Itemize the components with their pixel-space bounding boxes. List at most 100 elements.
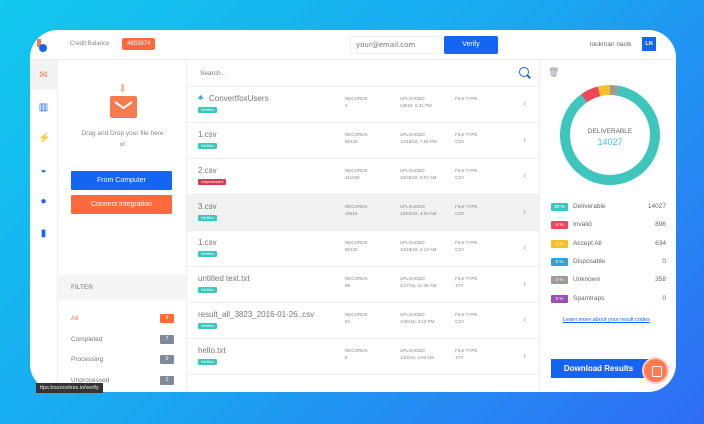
uploaded-header: UPLOADED xyxy=(400,204,425,209)
records-value: 2 xyxy=(345,102,348,108)
legend-label: Unknown xyxy=(573,276,601,284)
file-type-header: FILE TYPE xyxy=(455,96,478,101)
email-input[interactable] xyxy=(350,36,442,54)
file-name[interactable]: hello.txt xyxy=(198,346,226,355)
app-window: Credit Balance 4853874 Verify loukman na… xyxy=(30,30,676,392)
file-type-header: FILE TYPE xyxy=(455,348,478,353)
file-row[interactable]: 3.csv Verified RECORDS 15918 UPLOADED 10/2… xyxy=(187,195,539,231)
connect-integration-button[interactable]: Connect Integration xyxy=(71,195,172,214)
file-name[interactable]: 1.csv xyxy=(198,130,217,139)
legend-count: 14027 xyxy=(647,203,666,210)
file-row[interactable]: result_all_3823_2016-01-26..csv Verified… xyxy=(187,303,539,339)
uploaded-header: UPLOADED xyxy=(400,132,425,137)
legend-count: 0 xyxy=(662,257,666,265)
user-name[interactable]: loukman nacik xyxy=(590,41,632,48)
file-type-value: CSV xyxy=(455,138,465,144)
legend-deliverable: 89 % Deliverable 14027 xyxy=(551,203,666,212)
chevron-right-icon[interactable]: › xyxy=(523,134,526,144)
chevron-right-icon[interactable]: › xyxy=(523,314,526,324)
file-list: Search... ♣ ConvertfoxUsers Verified REC… xyxy=(187,60,540,392)
file-row[interactable]: ♣ ConvertfoxUsers Verified RECORDS 2 UPLO… xyxy=(187,87,539,123)
records-header: RECORDS xyxy=(345,204,368,209)
avatar[interactable]: LN xyxy=(642,37,656,51)
search-input[interactable]: Search... xyxy=(200,70,227,77)
trash-icon[interactable]: 🗑 xyxy=(548,67,560,77)
search-bar[interactable]: Search... xyxy=(187,60,539,87)
user-icon[interactable]: ● xyxy=(40,196,47,207)
flash-icon[interactable]: ⚡ xyxy=(38,133,51,144)
donut-segment-unknown xyxy=(560,85,660,185)
donut-center-label: DELIVERABLE xyxy=(588,128,633,135)
filter-count: 7 xyxy=(160,334,174,344)
status-badge: Verified xyxy=(198,323,217,329)
filter-label: Completed xyxy=(71,335,103,343)
search-icon[interactable] xyxy=(519,67,529,77)
legend-percent: 6 % xyxy=(551,221,568,230)
url-tooltip: ttps.bounceless.io/verify xyxy=(36,383,103,393)
records-value: 82 xyxy=(345,318,351,324)
filter-label: Unprocessed xyxy=(71,376,110,384)
uploaded-value: 12/18/18, 7:06 PM xyxy=(400,138,437,144)
legend-label: Disposable xyxy=(573,257,606,265)
file-type-value: CSV xyxy=(455,246,465,252)
file-type-header: FILE TYPE xyxy=(455,276,478,281)
uploaded-value: 10/19/18, 4:13 AM xyxy=(400,246,437,252)
filter-item-completed[interactable]: Completed 7 xyxy=(71,334,174,344)
uploaded-value: 1/26/16, 3:13 PM xyxy=(400,318,435,324)
records-value: 15918 xyxy=(345,210,358,216)
file-row[interactable]: 2.csv Unprocessed RECORDS 311045 UPLOADED… xyxy=(187,159,539,195)
chart-icon[interactable]: ▥ xyxy=(38,102,49,113)
status-badge: Verified xyxy=(198,251,217,257)
uploaded-header: UPLOADED xyxy=(400,168,425,173)
from-computer-button[interactable]: From Computer xyxy=(71,171,172,190)
upload-icon[interactable]: ✉ xyxy=(39,70,48,81)
file-row[interactable]: untitled text.txt Verified RECORDS 89 UPL… xyxy=(187,267,539,303)
envelope-icon xyxy=(110,96,137,118)
records-value: 80133 xyxy=(345,246,358,252)
sidebar-active-bg xyxy=(30,60,58,90)
chevron-right-icon[interactable]: › xyxy=(523,98,526,108)
credit-balance-value: 4853874 xyxy=(122,38,156,50)
file-name[interactable]: result_all_3823_2016-01-26..csv xyxy=(198,310,315,319)
filter-item-processing[interactable]: Processing 0 xyxy=(71,355,174,364)
chevron-right-icon[interactable]: › xyxy=(523,350,526,360)
records-value: 311045 xyxy=(345,174,360,180)
filter-item-unprocessed[interactable]: Unprocessed 2 xyxy=(71,375,174,385)
file-type-value: CSV xyxy=(455,174,465,180)
file-type-value: TXT xyxy=(455,354,464,360)
file-name[interactable]: 2.csv xyxy=(198,166,217,175)
verify-button[interactable]: Verify xyxy=(444,36,498,54)
uploaded-header: UPLOADED xyxy=(400,312,425,317)
filter-label: Processing xyxy=(71,356,104,363)
file-name[interactable]: 1.csv xyxy=(198,238,217,247)
legend-disposable: 0 % Disposable 0 xyxy=(551,257,666,267)
legend-percent: 3 % xyxy=(551,276,568,285)
upload-panel: ⬇ Drag and Drop your file here or From C… xyxy=(58,60,187,305)
chevron-right-icon[interactable]: › xyxy=(523,242,526,252)
legend-invalid: 6 % Invalid 896 xyxy=(551,221,666,230)
chat-button[interactable] xyxy=(642,357,669,384)
file-type-value: CSV xyxy=(455,210,465,216)
filter-item-all[interactable]: All 9 xyxy=(71,314,174,323)
file-name[interactable]: ConvertfoxUsers xyxy=(209,94,269,103)
legend-percent: 89 % xyxy=(551,203,568,211)
records-header: RECORDS xyxy=(345,312,368,317)
uploaded-header: UPLOADED xyxy=(400,276,425,281)
legend-label: Invalid xyxy=(573,221,592,229)
file-type-value: TXT xyxy=(455,282,464,288)
records-header: RECORDS xyxy=(345,348,368,353)
learn-more-link[interactable]: Learn more about your result codes xyxy=(563,317,650,323)
chevron-right-icon[interactable]: › xyxy=(523,278,526,288)
file-row[interactable]: hello.txt Verified RECORDS 8 UPLOADED 1/24… xyxy=(187,339,539,375)
document-icon[interactable]: ▮ xyxy=(40,228,47,239)
download-results-button[interactable]: Download Results xyxy=(551,359,660,378)
records-header: RECORDS xyxy=(345,276,368,281)
logo-icon xyxy=(37,39,47,52)
basket-icon[interactable]: ◒ xyxy=(40,165,47,176)
file-row[interactable]: 1.csv Verified RECORDS 80133 UPLOADED 12/1… xyxy=(187,123,539,159)
file-row[interactable]: 1.csv Verified RECORDS 80133 UPLOADED 10/1… xyxy=(187,231,539,267)
chevron-right-icon[interactable]: › xyxy=(523,206,526,216)
chevron-right-icon[interactable]: › xyxy=(523,170,526,180)
file-name[interactable]: 3.csv xyxy=(198,202,217,211)
file-name[interactable]: untitled text.txt xyxy=(198,274,250,283)
